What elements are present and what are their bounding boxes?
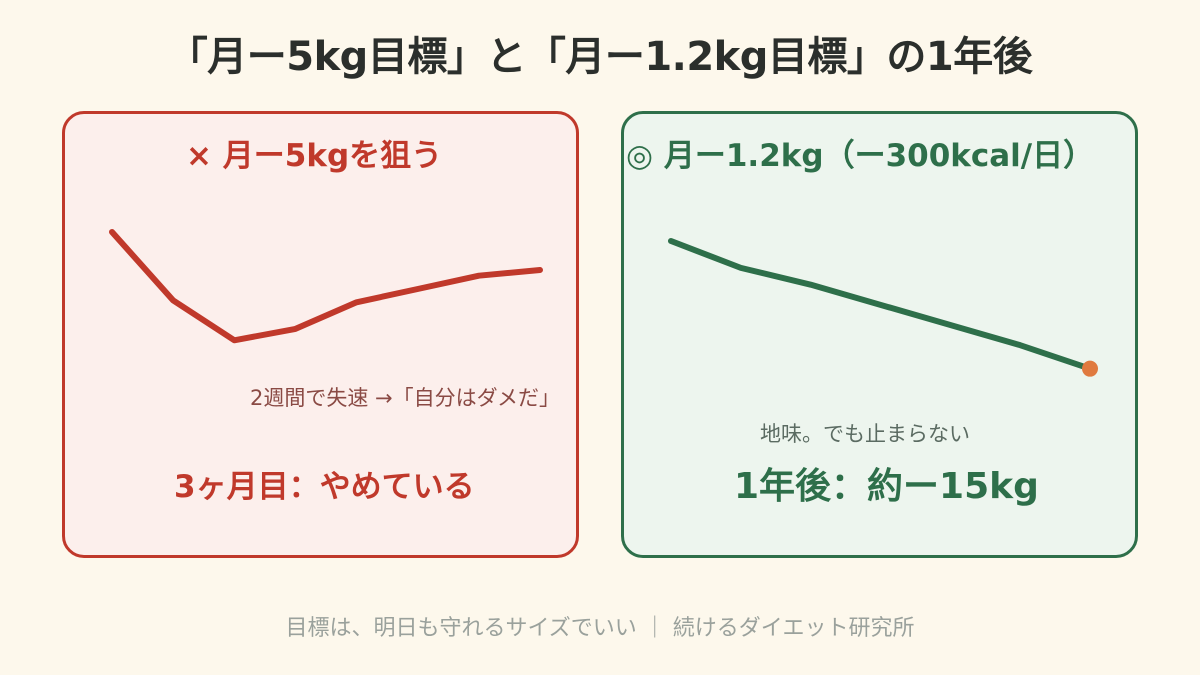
bad-trend-line xyxy=(109,229,543,344)
bad-approach-result: 3ヶ月目：やめている xyxy=(174,469,475,505)
good-trend-line xyxy=(668,238,1093,372)
good-approach-note: 地味。でも止まらない xyxy=(760,422,970,446)
panel-good-approach xyxy=(621,111,1138,558)
good-trend-endpoint-marker xyxy=(1082,360,1098,377)
page-title: 「月ー5kg目標」と「月ー1.2kg目標」の1年後 xyxy=(167,34,1033,80)
good-approach-result: 1年後：約ー15kg xyxy=(734,466,1039,507)
good-approach-heading: ◎ 月ー1.2kg（ー300kcal/日） xyxy=(626,138,1095,174)
footer-caption: 目標は、明日も守れるサイズでいい ｜ 続けるダイエット研究所 xyxy=(285,616,915,641)
bad-approach-note: 2週間で失速 →「自分はダメだ」 xyxy=(250,386,561,410)
bad-approach-heading: × 月ー5kgを狙う xyxy=(186,138,443,174)
panel-bad-approach xyxy=(62,111,579,558)
